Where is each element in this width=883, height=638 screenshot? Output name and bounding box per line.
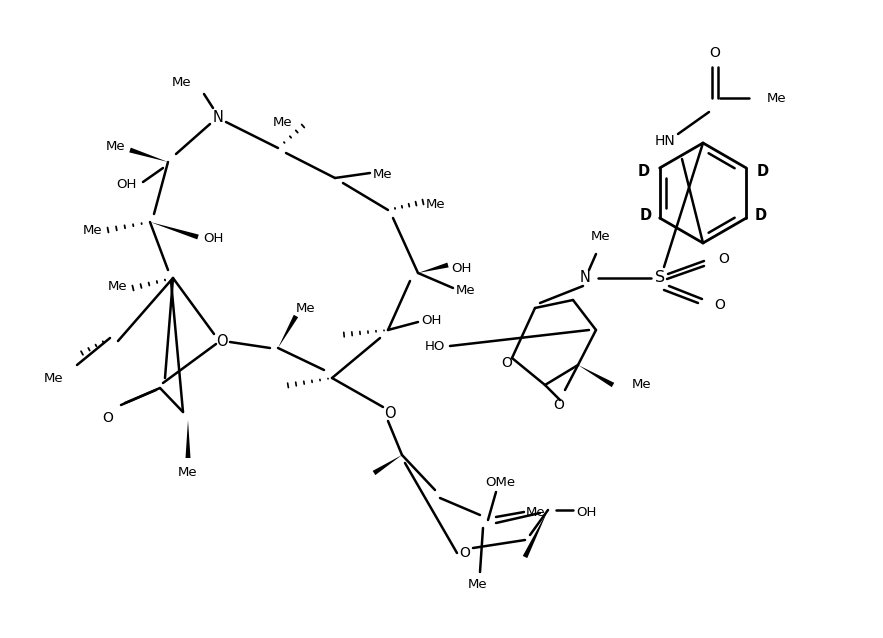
Text: O: O (502, 356, 512, 370)
Polygon shape (578, 365, 615, 387)
Text: Me: Me (178, 466, 198, 478)
Polygon shape (373, 455, 402, 475)
Text: S: S (655, 271, 665, 285)
Text: Me: Me (468, 579, 487, 591)
Text: HN: HN (654, 134, 675, 148)
Text: Me: Me (526, 505, 546, 519)
Polygon shape (278, 315, 298, 348)
Polygon shape (185, 420, 191, 458)
Text: O: O (384, 406, 396, 420)
Text: Me: Me (426, 198, 446, 212)
Text: OH: OH (576, 505, 596, 519)
Polygon shape (418, 263, 449, 273)
Text: O: O (554, 398, 564, 412)
Text: N: N (579, 271, 591, 285)
Text: OH: OH (116, 177, 136, 191)
Text: O: O (216, 334, 228, 350)
Text: Me: Me (106, 140, 125, 152)
Text: Me: Me (592, 230, 611, 242)
Text: Me: Me (109, 279, 128, 292)
Text: HO: HO (425, 339, 445, 353)
Text: Me: Me (172, 75, 192, 89)
Text: O: O (719, 252, 729, 266)
Polygon shape (129, 147, 168, 162)
Text: O: O (714, 298, 726, 312)
Text: Me: Me (767, 91, 787, 105)
Text: Me: Me (44, 371, 64, 385)
Text: D: D (638, 163, 650, 179)
Text: OH: OH (203, 232, 223, 244)
Text: N: N (213, 110, 223, 124)
Text: Me: Me (632, 378, 652, 392)
Polygon shape (150, 222, 199, 239)
Text: OMe: OMe (485, 475, 515, 489)
Text: Me: Me (83, 223, 102, 237)
Text: Me: Me (296, 302, 316, 315)
Text: Me: Me (374, 168, 393, 181)
Text: D: D (639, 207, 652, 223)
Text: O: O (710, 46, 721, 60)
Text: D: D (754, 207, 766, 223)
Text: O: O (102, 411, 113, 425)
Text: OH: OH (451, 262, 472, 274)
Text: Me: Me (273, 117, 293, 130)
Text: OH: OH (421, 313, 442, 327)
Text: Me: Me (457, 285, 476, 297)
Text: O: O (459, 546, 471, 560)
Text: D: D (756, 163, 768, 179)
Polygon shape (523, 510, 548, 558)
